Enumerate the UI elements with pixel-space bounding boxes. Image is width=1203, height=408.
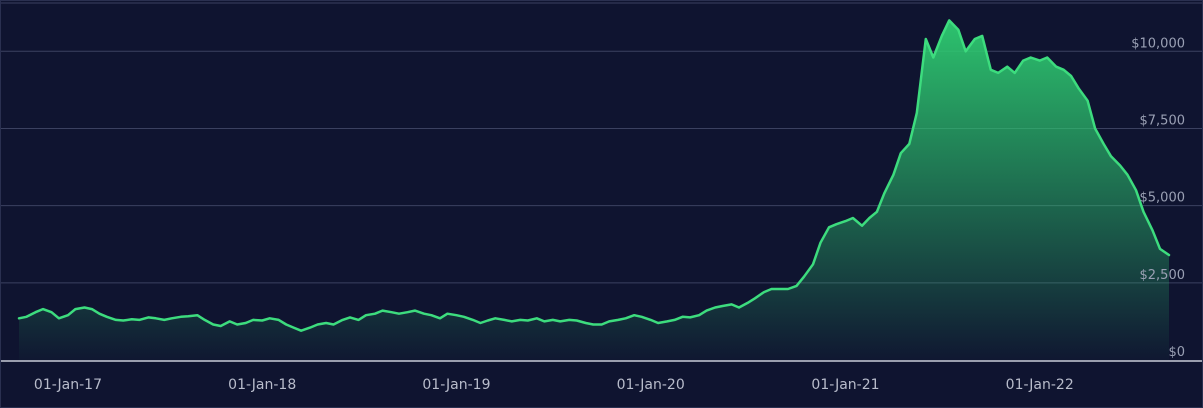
x-tick-label-5: 01-Jan-22 (1006, 377, 1074, 393)
x-tick-label-3: 01-Jan-20 (617, 377, 685, 393)
series-line (17, 19, 1171, 332)
y-tick-label-0: $0 (1168, 345, 1185, 360)
area-layer (17, 19, 1171, 361)
series-area-fill (19, 20, 1169, 361)
y-tick-label-1: $2,500 (1140, 268, 1186, 283)
y-tick-label-4: $10,000 (1131, 36, 1185, 51)
y-tick-label-2: $5,000 (1140, 191, 1186, 206)
x-tick-label-0: 01-Jan-17 (34, 377, 102, 393)
x-tick-label-2: 01-Jan-19 (422, 377, 490, 393)
y-tick-label-3: $7,500 (1140, 113, 1186, 128)
x-tick-label-1: 01-Jan-18 (228, 377, 296, 393)
x-tick-label-4: 01-Jan-21 (811, 377, 879, 393)
label-layer: $0 $2,500 $5,000 $7,500 $10,000 01-Jan-17 01-J… (34, 36, 1185, 393)
